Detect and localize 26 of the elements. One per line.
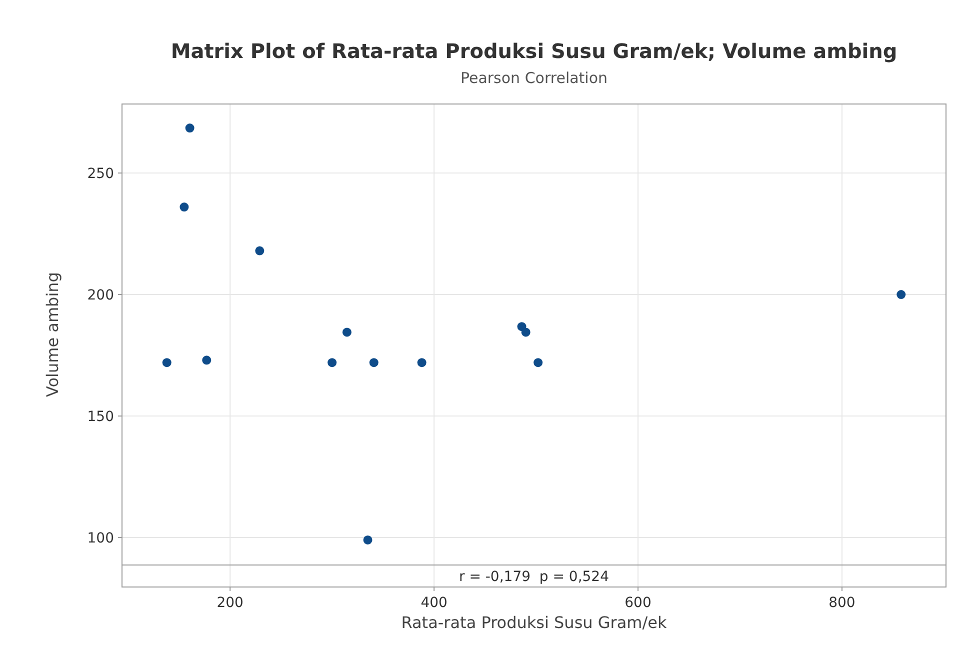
text: r = -0,179 p = 0,524	[458, 569, 610, 585]
point	[896, 290, 906, 300]
point	[534, 358, 543, 368]
point	[185, 124, 194, 133]
point	[328, 358, 337, 368]
x-tick-label: 800	[828, 595, 856, 611]
point	[521, 328, 530, 337]
point	[342, 328, 352, 337]
x-axis-title: Rata-rata Produksi Susu Gram/ek	[401, 613, 668, 632]
y-tick-label: 200	[87, 288, 114, 304]
x-tick-label: 600	[624, 595, 652, 611]
point	[417, 358, 426, 368]
y-axis-title: Volume ambing	[43, 272, 62, 397]
chart-subtitle: Pearson Correlation	[460, 69, 608, 87]
point	[180, 202, 189, 212]
x-tick-label: 200	[216, 595, 244, 611]
y-tick-label: 150	[87, 409, 114, 426]
chart-title: Matrix Plot of Rata-rata Produksi Susu Gram/ek; Volume ambing	[170, 39, 898, 63]
y-tick-label: 250	[87, 166, 114, 182]
point	[202, 356, 212, 365]
point	[363, 535, 372, 544]
y-tick-label: 100	[87, 530, 114, 547]
point	[369, 358, 378, 368]
x-tick-label: 400	[420, 595, 448, 611]
point	[255, 246, 264, 256]
point	[162, 358, 172, 368]
